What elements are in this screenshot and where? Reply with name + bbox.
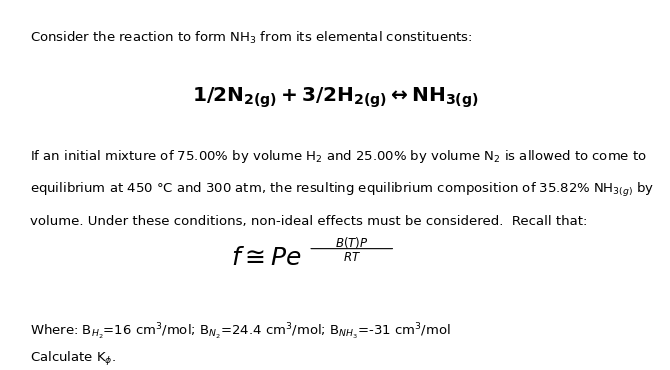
Text: Where: B$_{H_2}$=16 cm$^3$/mol; B$_{N_2}$=24.4 cm$^3$/mol; B$_{NH_3}$=-31 cm$^3$: Where: B$_{H_2}$=16 cm$^3$/mol; B$_{N_2}… — [30, 322, 451, 342]
Text: $B(T)P$: $B(T)P$ — [335, 235, 368, 250]
Text: $RT$: $RT$ — [342, 251, 361, 264]
Text: Calculate K$_\phi$.: Calculate K$_\phi$. — [30, 350, 117, 368]
Text: volume. Under these conditions, non-ideal effects must be considered.  Recall th: volume. Under these conditions, non-idea… — [30, 215, 588, 228]
Text: $f \cong Pe$: $f \cong Pe$ — [230, 247, 302, 270]
Text: equilibrium at 450 °C and 300 atm, the resulting equilibrium composition of 35.8: equilibrium at 450 °C and 300 atm, the r… — [30, 181, 655, 199]
Text: Consider the reaction to form NH$_3$ from its elemental constituents:: Consider the reaction to form NH$_3$ fro… — [30, 30, 473, 46]
Text: $\mathbf{1/2N_{2(g)} + 3/2H_{2(g)} \leftrightarrow NH_{3(g)}}$: $\mathbf{1/2N_{2(g)} + 3/2H_{2(g)} \left… — [192, 85, 478, 110]
Text: If an initial mixture of 75.00% by volume H$_2$ and 25.00% by volume N$_2$ is al: If an initial mixture of 75.00% by volum… — [30, 148, 647, 165]
